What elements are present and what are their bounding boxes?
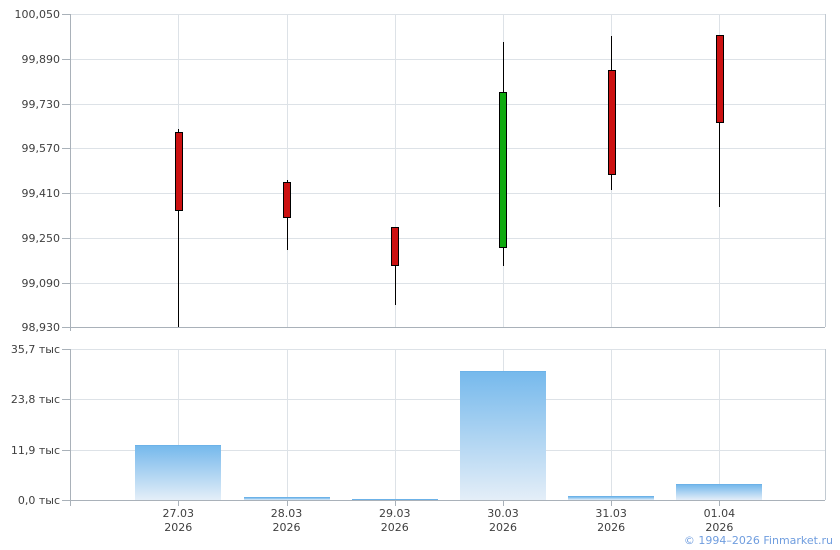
price-y-axis-line: [70, 14, 71, 332]
x-axis-tick: [611, 500, 613, 506]
x-axis-tick: [178, 500, 180, 506]
volume-y-axis-line: [70, 349, 71, 506]
gridline-vertical: [611, 349, 613, 500]
gridline-vertical: [394, 349, 396, 500]
y-axis-tick: [62, 500, 70, 501]
volume-bar-31.03: [568, 495, 655, 500]
y-axis-tick: [62, 193, 70, 195]
gridline-vertical: [394, 14, 396, 328]
x-axis-tick: [394, 500, 396, 506]
y-axis-label: 100,050: [14, 8, 61, 21]
copyright-link[interactable]: © 1994–2026 Finmarket.ru: [683, 534, 833, 547]
gridline-horizontal: [70, 282, 825, 284]
x-axis-label: 29.03 2026: [378, 507, 411, 534]
y-axis-tick: [62, 449, 70, 451]
gridline-horizontal: [70, 500, 825, 501]
gridline-horizontal: [70, 449, 825, 451]
gridline-horizontal: [70, 399, 825, 401]
candle-body-27.03: [174, 131, 183, 212]
y-axis-label: 23,8 тыс: [10, 393, 60, 407]
y-axis-tick: [62, 327, 70, 329]
candle-body-29.03: [391, 226, 400, 266]
y-axis-tick: [62, 58, 70, 60]
y-axis-tick: [62, 103, 70, 105]
y-axis-label: 98,930: [21, 321, 61, 335]
candle-wick: [178, 128, 180, 328]
gridline-horizontal: [70, 148, 825, 150]
y-axis-label: 99,090: [21, 276, 61, 290]
y-axis-label: 99,570: [21, 142, 61, 156]
y-axis-label: 99,250: [21, 231, 61, 245]
gridline-horizontal: [70, 349, 825, 350]
y-axis-tick: [62, 399, 70, 401]
volume-bar-29.03: [351, 498, 438, 500]
y-axis-label: 0,0 тыс: [17, 494, 60, 507]
gridline-vertical: [286, 349, 288, 500]
gridline-horizontal: [70, 237, 825, 239]
volume-bar-01.04: [676, 483, 763, 500]
volume-bar-27.03: [135, 445, 222, 500]
x-axis-tick: [502, 500, 504, 506]
x-axis-label: 31.03 2026: [595, 507, 627, 534]
y-axis-label: 99,730: [21, 97, 61, 111]
y-axis-label: 11,9 тыс: [10, 443, 60, 457]
gridline-horizontal: [70, 58, 825, 60]
candle-body-30.03: [499, 92, 508, 248]
volume-bar-30.03: [459, 370, 546, 500]
gridline-horizontal: [70, 103, 825, 105]
y-axis-tick: [62, 282, 70, 284]
y-axis-label: 35,7 тыс: [10, 343, 60, 356]
price-right-border: [825, 14, 826, 328]
x-axis-tick: [286, 500, 288, 506]
y-axis-label: 99,410: [21, 187, 61, 201]
x-axis-label: 01.04 2026: [703, 507, 736, 534]
y-axis-tick: [62, 349, 70, 350]
y-axis-tick: [62, 237, 70, 239]
x-axis-label: 28.03 2026: [270, 507, 303, 534]
gridline-vertical: [286, 14, 288, 328]
candle-wick: [394, 226, 396, 305]
x-axis-label: 30.03 2026: [487, 507, 519, 534]
gridline-vertical: [178, 349, 180, 500]
candle-body-01.04: [715, 34, 724, 124]
y-axis-tick: [62, 14, 70, 15]
y-axis-label: 99,890: [21, 52, 61, 66]
gridline-horizontal: [70, 14, 825, 15]
x-axis-tick: [719, 500, 721, 506]
gridline-horizontal: [70, 327, 825, 329]
candle-body-28.03: [283, 181, 292, 219]
candle-body-31.03: [607, 69, 616, 175]
y-axis-tick: [62, 148, 70, 150]
gridline-horizontal: [70, 193, 825, 195]
gridline-vertical: [719, 349, 721, 500]
x-axis-label: 27.03 2026: [162, 507, 195, 534]
volume-bar-28.03: [243, 497, 330, 500]
volume-right-border: [825, 349, 826, 500]
